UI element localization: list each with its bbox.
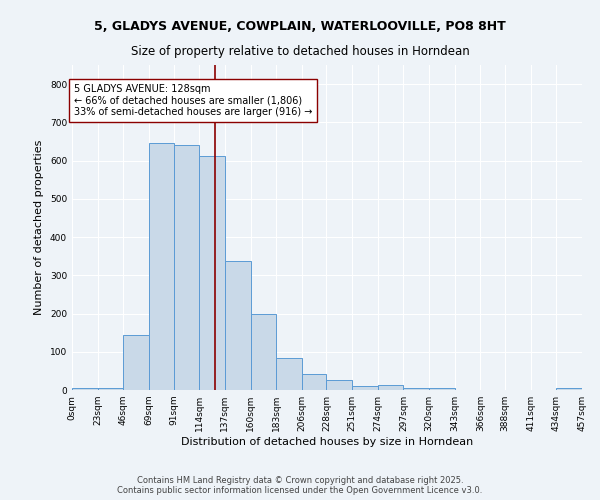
X-axis label: Distribution of detached houses by size in Horndean: Distribution of detached houses by size … [181,437,473,447]
Bar [378,386,403,390]
Bar [403,388,429,390]
Text: 5, GLADYS AVENUE, COWPLAIN, WATERLOOVILLE, PO8 8HT: 5, GLADYS AVENUE, COWPLAIN, WATERLOOVILL… [94,20,506,33]
Bar [149,144,173,390]
Bar [276,358,302,390]
Bar [251,314,276,390]
Text: Size of property relative to detached houses in Horndean: Size of property relative to detached ho… [131,45,469,58]
Y-axis label: Number of detached properties: Number of detached properties [34,140,44,315]
Bar [429,388,455,390]
Text: Contains HM Land Registry data © Crown copyright and database right 2025.
Contai: Contains HM Land Registry data © Crown c… [118,476,482,495]
Bar [556,388,582,390]
Bar [225,261,251,390]
Bar [199,156,225,390]
Bar [124,334,149,390]
Bar [302,374,326,390]
Bar [72,388,98,390]
Bar [173,146,199,390]
Text: 5 GLADYS AVENUE: 128sqm
← 66% of detached houses are smaller (1,806)
33% of semi: 5 GLADYS AVENUE: 128sqm ← 66% of detache… [74,84,313,117]
Bar [352,386,378,390]
Bar [98,388,124,390]
Bar [326,380,352,390]
